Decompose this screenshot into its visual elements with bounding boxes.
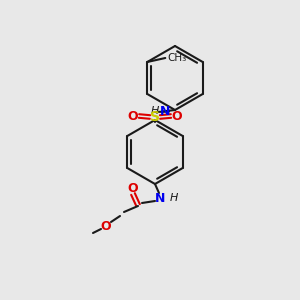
- Text: S: S: [150, 110, 160, 124]
- Text: O: O: [101, 220, 111, 232]
- Text: O: O: [128, 182, 138, 196]
- Text: N: N: [155, 191, 165, 205]
- Text: O: O: [128, 110, 138, 122]
- Text: CH₃: CH₃: [167, 53, 187, 63]
- Text: N: N: [160, 105, 170, 118]
- Text: H: H: [151, 106, 159, 116]
- Text: O: O: [172, 110, 182, 122]
- Text: H: H: [170, 193, 178, 203]
